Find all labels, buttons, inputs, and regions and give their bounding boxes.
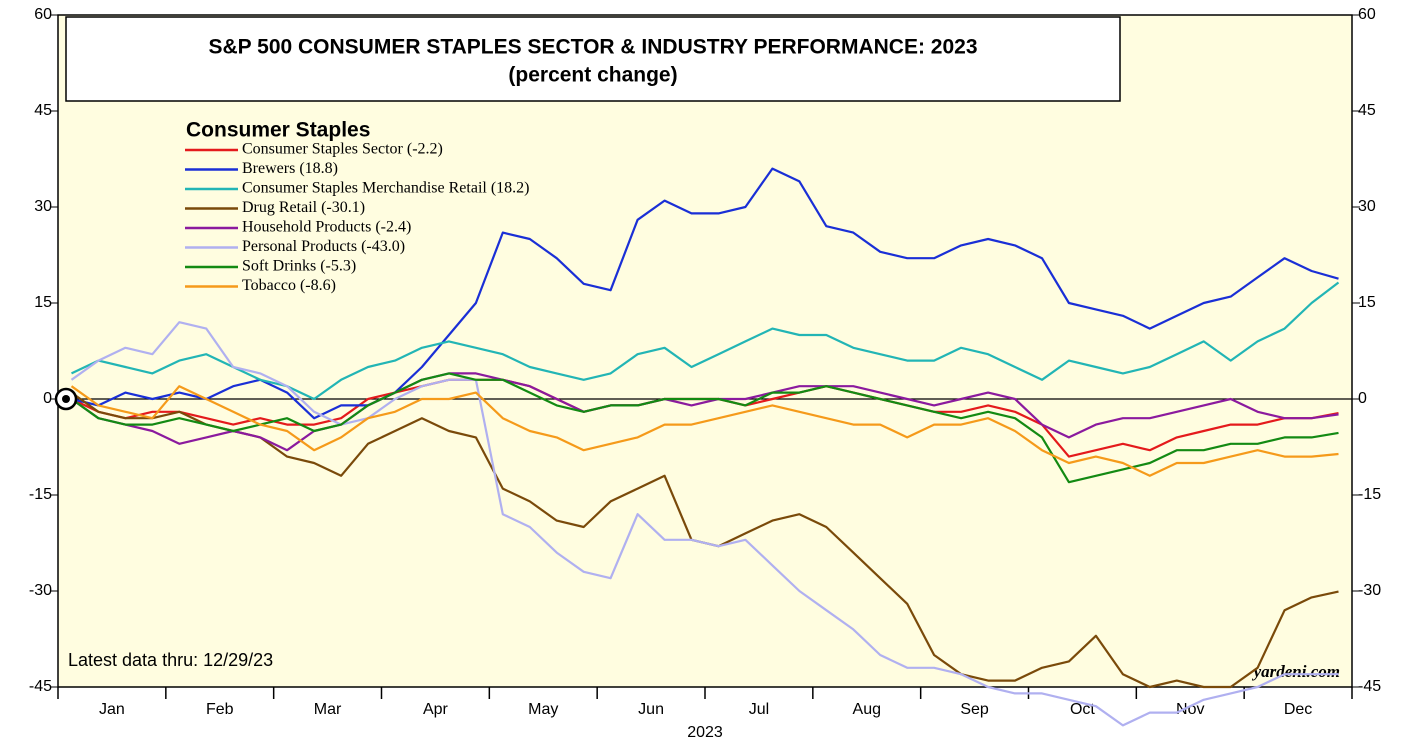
x-tick-label: Jul xyxy=(749,701,769,718)
legend-label: Drug Retail (-30.1) xyxy=(242,199,365,216)
legend-label: Consumer Staples Sector (-2.2) xyxy=(242,141,443,158)
chart-title: S&P 500 CONSUMER STAPLES SECTOR & INDUST… xyxy=(209,36,978,59)
legend-title: Consumer Staples xyxy=(186,119,370,142)
y2-tick-label: 0 xyxy=(1358,390,1367,407)
y2-tick-label: -45 xyxy=(1358,678,1381,695)
legend-label: Consumer Staples Merchandise Retail (18.… xyxy=(242,180,530,197)
source: yardeni.com xyxy=(1252,662,1340,681)
x-tick-label: Sep xyxy=(960,701,989,718)
legend-label: Tobacco (-8.6) xyxy=(242,277,336,294)
y2-tick-label: -30 xyxy=(1358,582,1381,599)
legend-label: Household Products (-2.4) xyxy=(242,219,411,236)
x-tick-label: Feb xyxy=(206,701,234,718)
x-tick-label: Apr xyxy=(423,701,449,718)
x-tick-label: Jun xyxy=(638,701,664,718)
y-tick-label: 45 xyxy=(34,102,52,119)
x-tick-label: Mar xyxy=(314,701,342,718)
origin-dot xyxy=(62,395,70,403)
y-tick-label: 0 xyxy=(43,390,52,407)
x-axis-label: 2023 xyxy=(687,724,723,741)
series-line xyxy=(70,372,1339,484)
legend-label: Personal Products (-43.0) xyxy=(242,238,405,255)
x-tick-label: Nov xyxy=(1176,701,1204,718)
series-line xyxy=(70,385,1339,477)
y2-tick-label: 45 xyxy=(1358,102,1376,119)
y-tick-label: 30 xyxy=(34,198,52,215)
x-tick-label: Jan xyxy=(99,701,125,718)
x-tick-label: May xyxy=(528,701,558,718)
y-tick-label: -15 xyxy=(29,486,52,503)
legend-label: Soft Drinks (-5.3) xyxy=(242,258,356,275)
y2-tick-label: 15 xyxy=(1358,294,1376,311)
series-line xyxy=(70,372,1339,452)
series-line xyxy=(70,321,1339,727)
x-tick-label: Dec xyxy=(1284,701,1312,718)
title-box xyxy=(65,16,1121,102)
y-tick-label: -45 xyxy=(29,678,52,695)
y-tick-label: -30 xyxy=(29,582,52,599)
chart-subtitle: (percent change) xyxy=(508,64,677,87)
plot-area xyxy=(57,14,1353,688)
y2-tick-label: 60 xyxy=(1358,6,1376,23)
legend-label: Brewers (18.8) xyxy=(242,160,338,177)
annotation: Latest data thru: 12/29/23 xyxy=(68,650,273,670)
x-tick-label: Aug xyxy=(853,701,881,718)
y-tick-label: 15 xyxy=(34,294,52,311)
y-tick-label: 60 xyxy=(34,6,52,23)
y2-tick-label: 30 xyxy=(1358,198,1376,215)
y2-tick-label: -15 xyxy=(1358,486,1381,503)
series-line xyxy=(71,167,1339,420)
